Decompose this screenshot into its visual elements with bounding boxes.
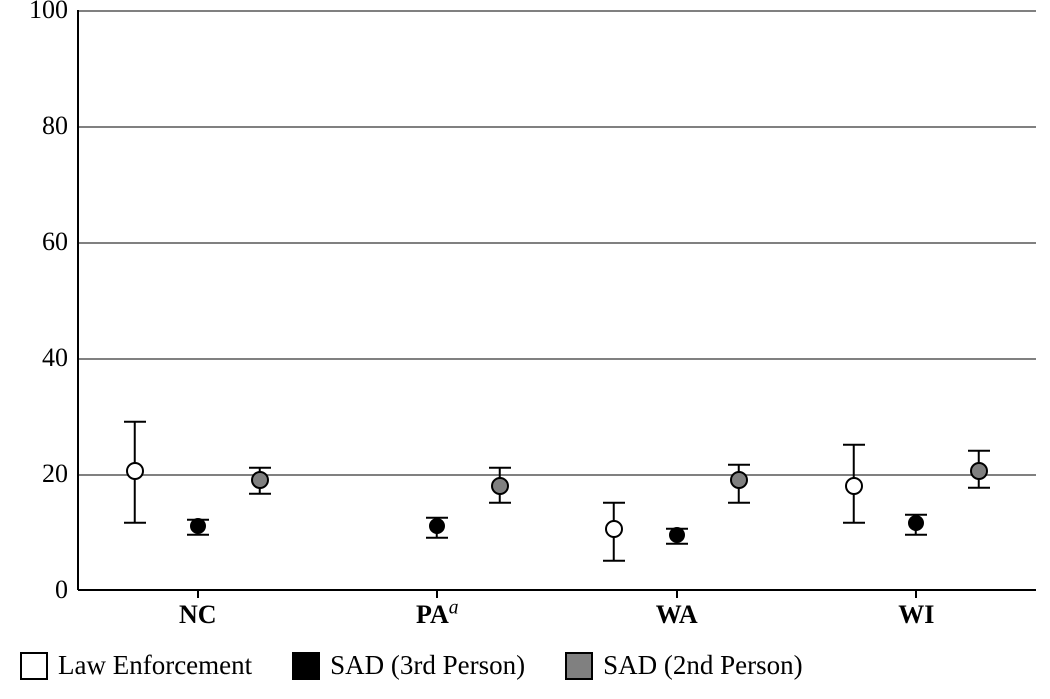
legend-label: Law Enforcement <box>58 650 252 681</box>
errorbar-cap-lo <box>968 487 990 489</box>
errorbar-cap-hi <box>124 421 146 423</box>
legend-swatch <box>20 652 48 680</box>
legend-label: SAD (2nd Person) <box>603 650 803 681</box>
errorbar-cap-hi <box>249 467 271 469</box>
x-tick-label-NC: NC <box>179 590 217 630</box>
y-tick-label: 40 <box>42 343 78 373</box>
errorbar-cap-lo <box>489 502 511 504</box>
y-tick-label: 60 <box>42 227 78 257</box>
chart-plot-area: 020406080100NCPAaWAWI <box>78 10 1036 590</box>
gridline <box>78 358 1036 360</box>
gridline <box>78 10 1036 12</box>
x-tick-label-PA: PAa <box>416 590 458 630</box>
legend-swatch <box>292 652 320 680</box>
marker <box>491 477 509 495</box>
marker <box>605 520 623 538</box>
marker <box>669 527 685 543</box>
errorbar-cap-lo <box>124 522 146 524</box>
y-tick-label: 100 <box>29 0 78 25</box>
x-tick-label-text: WI <box>898 600 934 629</box>
errorbar-cap-lo <box>249 493 271 495</box>
x-tick-label-text: PA <box>416 600 449 629</box>
gridline <box>78 242 1036 244</box>
errorbar-cap-hi <box>489 467 511 469</box>
errorbar-cap-lo <box>603 560 625 562</box>
marker <box>730 471 748 489</box>
errorbar-cap-lo <box>843 522 865 524</box>
errorbar-cap-lo <box>728 502 750 504</box>
errorbar-cap-hi <box>603 502 625 504</box>
legend-swatch <box>565 652 593 680</box>
marker <box>970 462 988 480</box>
gridline <box>78 126 1036 128</box>
y-tick-label: 80 <box>42 111 78 141</box>
marker <box>908 515 924 531</box>
marker <box>429 518 445 534</box>
marker <box>845 477 863 495</box>
legend-item-law: Law Enforcement <box>20 650 252 681</box>
x-tick-label-text: WA <box>656 600 698 629</box>
errorbar-cap-lo <box>905 534 927 536</box>
legend-label: SAD (3rd Person) <box>330 650 525 681</box>
x-tick-label-WI: WI <box>898 590 934 630</box>
legend-item-sad2: SAD (2nd Person) <box>565 650 803 681</box>
y-tick-label: 0 <box>55 575 78 605</box>
x-tick-label-WA: WA <box>656 590 698 630</box>
x-axis-line <box>78 589 1036 591</box>
legend-item-sad3: SAD (3rd Person) <box>292 650 525 681</box>
chart-legend: Law Enforcement SAD (3rd Person) SAD (2nd … <box>20 650 843 681</box>
x-tick-label-text: NC <box>179 600 217 629</box>
marker <box>190 518 206 534</box>
x-tick-label-sup: a <box>449 597 459 618</box>
marker <box>251 471 269 489</box>
marker <box>126 462 144 480</box>
errorbar-cap-hi <box>843 444 865 446</box>
errorbar-cap-hi <box>968 450 990 452</box>
y-tick-label: 20 <box>42 459 78 489</box>
gridline <box>78 474 1036 476</box>
y-axis-line <box>77 10 79 590</box>
errorbar-cap-lo <box>426 537 448 539</box>
errorbar-cap-hi <box>728 464 750 466</box>
